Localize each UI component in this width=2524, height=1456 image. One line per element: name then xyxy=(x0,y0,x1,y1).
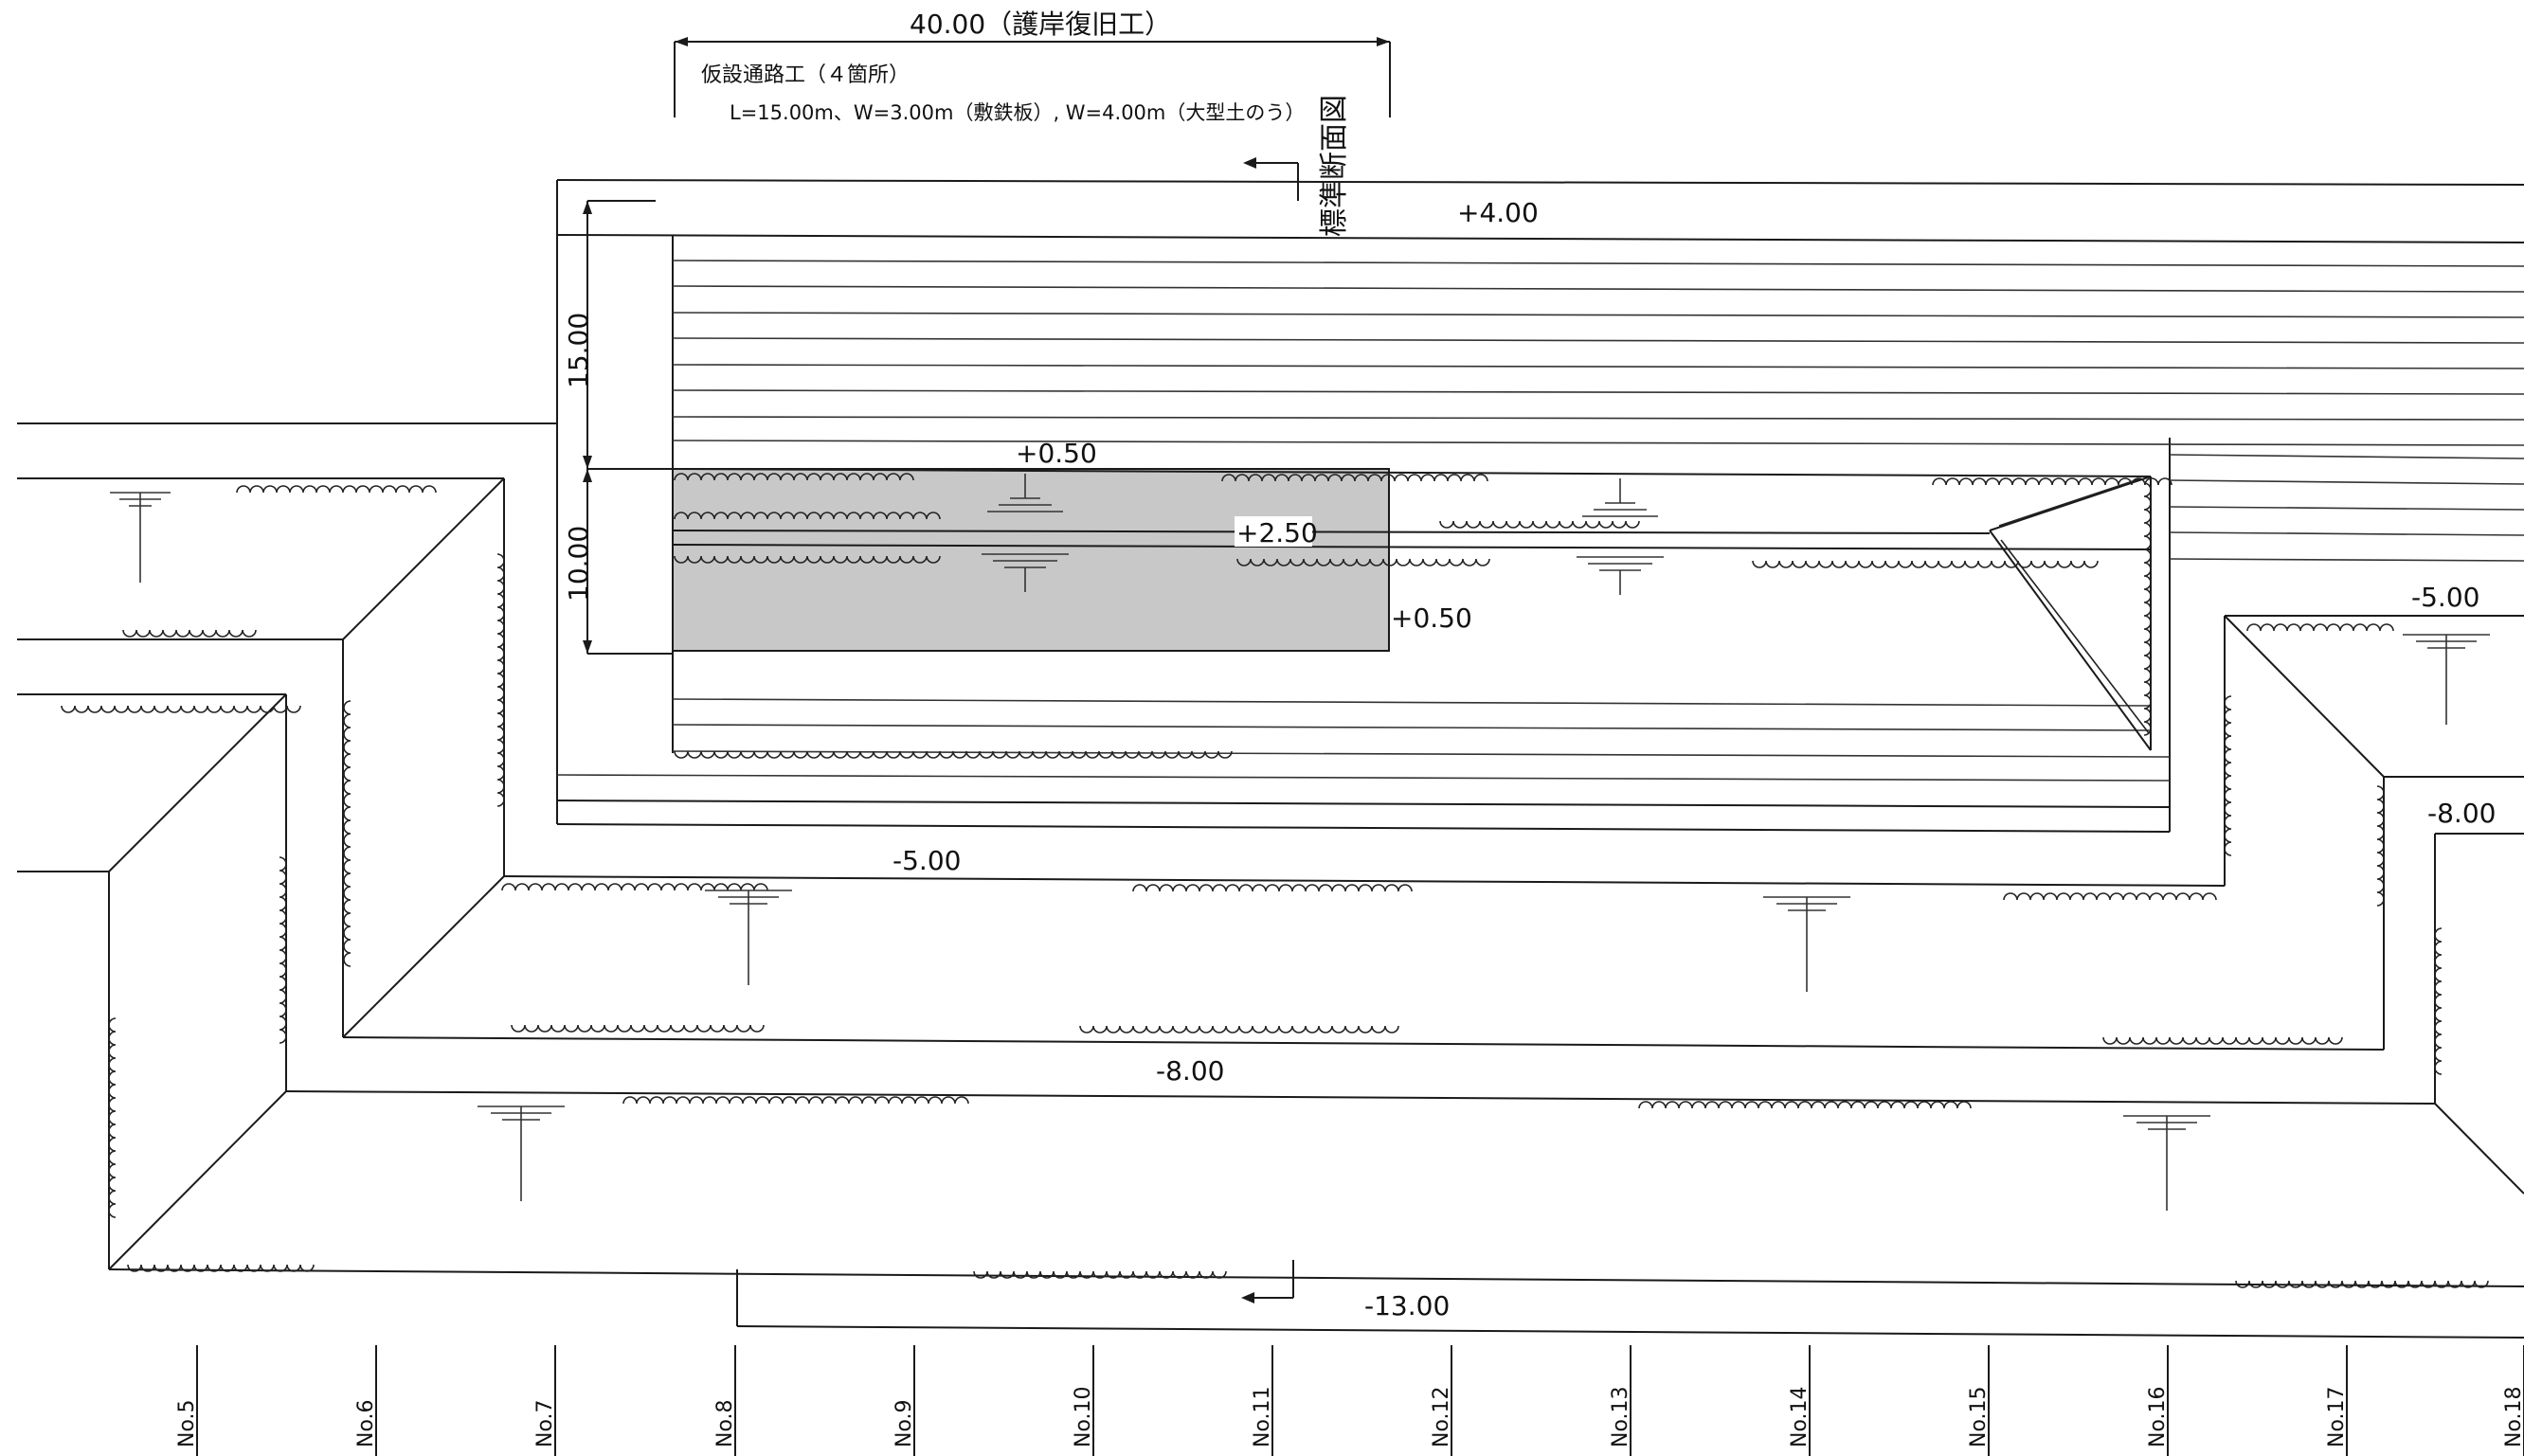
water-level-icon xyxy=(1577,556,1664,595)
elevation-minus-500-left: -5.00 xyxy=(892,845,961,876)
right-terraces xyxy=(2224,615,2524,1195)
dimension-total-length: 40.00（護岸復旧工） xyxy=(674,9,1391,117)
station-label: No.14 xyxy=(1788,1386,1812,1447)
section-marker-top xyxy=(1243,157,1299,201)
station-label: No.13 xyxy=(1609,1386,1632,1447)
station-label: No.16 xyxy=(2146,1386,2170,1447)
station-label: No.7 xyxy=(533,1399,557,1447)
station-label: No.6 xyxy=(354,1399,378,1447)
temp-road-title: 仮設通路工（４箇所） xyxy=(701,63,910,87)
elevation-plus-250-bg xyxy=(1235,516,1312,547)
elevation-minus-1300: -13.00 xyxy=(1364,1290,1450,1321)
water-level-icon xyxy=(478,1105,565,1201)
water-level-icon xyxy=(1582,478,1658,517)
station-label: No.18 xyxy=(2502,1386,2524,1447)
water-level-icon xyxy=(2403,634,2490,725)
station-label: No.15 xyxy=(1967,1386,1991,1447)
water-level-icon xyxy=(1763,896,1850,992)
elevation-plus-250: +2.50 xyxy=(1236,517,1318,548)
elevation-plus-050-b: +0.50 xyxy=(1391,602,1472,634)
temporary-road-outline xyxy=(556,179,2524,833)
station-label: No.9 xyxy=(892,1399,916,1447)
station-markers: No.5 No.6 No.7 No.8 No.9 No.10 No.11 No.… xyxy=(175,1345,2524,1456)
inner-road-lines xyxy=(672,468,2152,751)
section-label: 標準断面図 xyxy=(1318,95,1351,237)
section-marker-bottom xyxy=(1241,1260,1294,1303)
water-level-icon xyxy=(982,553,1069,592)
water-level-icon xyxy=(987,474,1063,512)
station-label: No.5 xyxy=(175,1399,199,1447)
left-slopes xyxy=(17,422,557,1269)
dimension-vertical xyxy=(583,200,673,655)
station-label: No.10 xyxy=(1072,1386,1095,1447)
dimension-10: 10.00 xyxy=(563,526,594,602)
station-label: No.11 xyxy=(1251,1386,1274,1447)
road-plate-lines xyxy=(556,260,2524,782)
elevation-minus-800-center: -8.00 xyxy=(1156,1055,1224,1087)
station-label: No.8 xyxy=(713,1399,737,1447)
middle-terraces xyxy=(108,875,2524,1339)
elevation-plus-050-a: +0.50 xyxy=(1016,438,1097,469)
temp-road-spec: L=15.00m、W=3.00m（敷鉄板）, W=4.00m（大型土のう） xyxy=(730,101,1305,124)
dimension-15: 15.00 xyxy=(563,313,594,388)
station-label: No.12 xyxy=(1430,1386,1453,1447)
elevation-labels: +4.00 +0.50 +2.50 +0.50 -5.00 -5.00 -8.0… xyxy=(892,197,2496,1321)
elevation-minus-500-right: -5.00 xyxy=(2411,582,2479,613)
water-level-markers xyxy=(110,474,2490,1211)
sandbag-symbols xyxy=(61,473,2489,1288)
water-level-icon xyxy=(705,890,792,985)
elevation-minus-800-right: -8.00 xyxy=(2427,798,2496,829)
elevation-top-road: +4.00 xyxy=(1457,197,1539,228)
total-length-label: 40.00（護岸復旧工） xyxy=(910,9,1171,40)
water-level-icon xyxy=(2123,1115,2210,1211)
station-label: No.17 xyxy=(2325,1386,2349,1447)
water-level-icon xyxy=(110,492,171,583)
